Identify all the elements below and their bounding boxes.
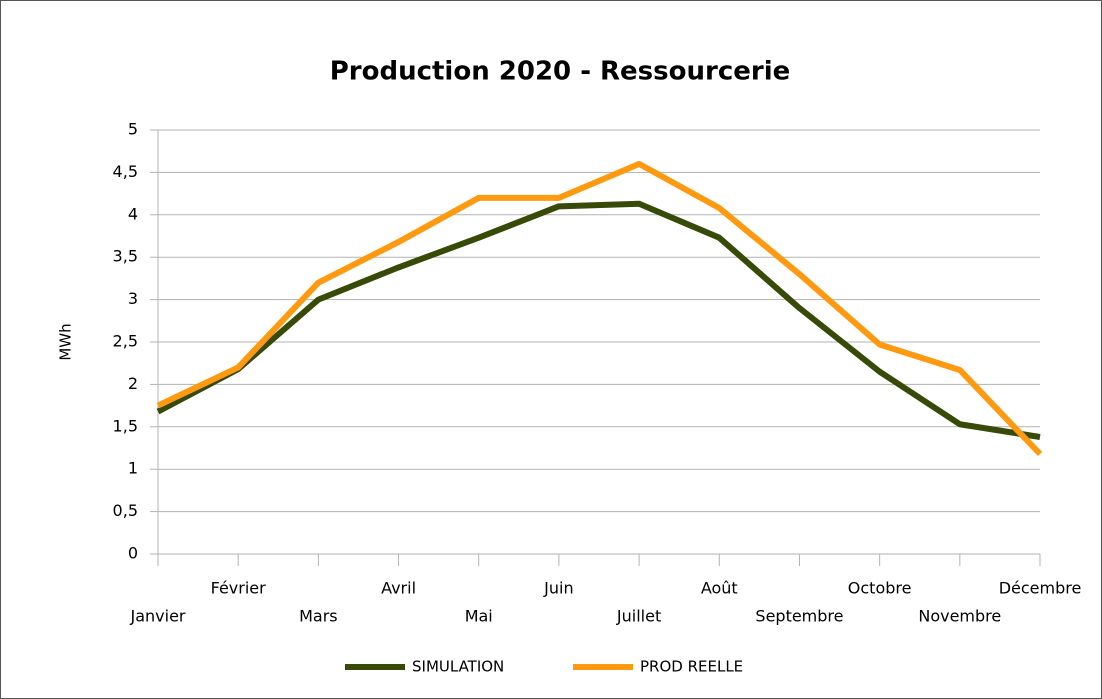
y-tick-label: 0,5 (113, 501, 138, 520)
legend-label: SIMULATION (412, 658, 504, 676)
y-tick-label: 5 (128, 120, 138, 139)
x-tick-label: Juillet (616, 607, 661, 626)
y-tick-label: 4,5 (113, 162, 138, 181)
y-tick-label: 0 (128, 544, 138, 563)
y-tick-label: 2,5 (113, 332, 138, 351)
y-axis-label: MWh (57, 323, 75, 360)
y-tick-label: 2 (128, 374, 138, 393)
y-tick-label: 3,5 (113, 247, 138, 266)
x-tick-label: Janvier (130, 607, 186, 626)
series-line (156, 200, 1041, 440)
x-tick-label: Février (211, 579, 267, 598)
x-tick-label: Octobre (848, 579, 912, 598)
y-tick-label: 1,5 (113, 416, 138, 435)
x-tick-label: Juin (543, 579, 573, 598)
chart-title: Production 2020 - Ressourcerie (330, 57, 791, 87)
x-tick-label: Mai (465, 607, 493, 626)
x-tick-label: Août (701, 579, 738, 598)
x-tick-label: Décembre (999, 579, 1082, 598)
x-tick-label: Mars (299, 607, 338, 626)
y-tick-label: 4 (128, 204, 138, 223)
y-tick-label: 1 (128, 459, 138, 478)
series-line (156, 160, 1043, 457)
legend-label: PROD REELLE (640, 658, 743, 676)
x-tick-label: Septembre (755, 607, 843, 626)
y-tick-label: 3 (128, 289, 138, 308)
x-tick-label: Avril (381, 579, 416, 598)
x-tick-label: Novembre (918, 607, 1001, 626)
